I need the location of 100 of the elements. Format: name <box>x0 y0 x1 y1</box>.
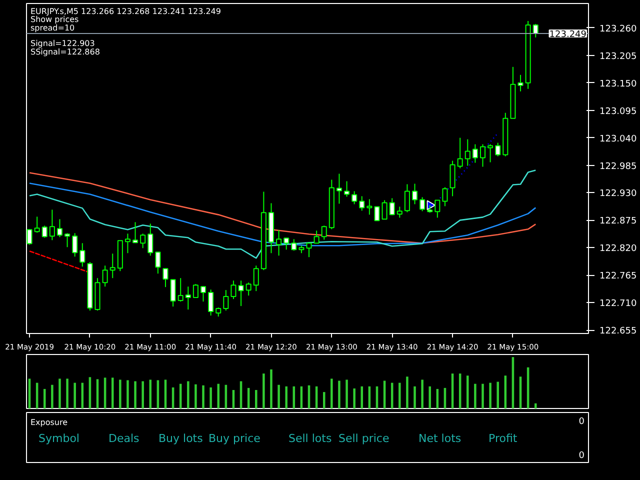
candlestick <box>155 252 161 274</box>
bar <box>330 378 333 408</box>
bar <box>353 388 356 408</box>
candlestick <box>382 200 388 220</box>
bar <box>466 376 469 408</box>
bar <box>210 387 212 408</box>
candlestick <box>223 290 229 312</box>
candlestick <box>488 144 494 163</box>
candlestick <box>314 230 320 244</box>
text: Exposure <box>30 418 68 427</box>
candlestick <box>352 190 358 205</box>
candlestick <box>396 206 402 218</box>
candlestick <box>246 282 252 296</box>
candlestick <box>185 286 191 310</box>
y-tick-label: 122.875 <box>600 216 637 227</box>
bar <box>489 382 492 408</box>
text: Net lots <box>418 432 462 445</box>
candlestick <box>284 238 290 250</box>
candlestick <box>374 206 380 222</box>
y-tick-label: 122.985 <box>600 162 637 172</box>
bar <box>142 381 144 408</box>
annotation: Show prices <box>30 15 79 24</box>
candlestick <box>464 138 470 166</box>
bar <box>262 374 265 408</box>
text: Buy lots <box>158 432 204 445</box>
candlestick <box>162 268 168 288</box>
candlestick <box>472 144 478 164</box>
bar <box>322 392 326 408</box>
candlestick <box>132 222 138 244</box>
bar <box>496 382 499 408</box>
candlestick <box>124 233 130 254</box>
candlestick <box>200 286 206 302</box>
ref-line-label: 123.249 <box>549 30 587 40</box>
bar <box>217 384 220 408</box>
y-tick-label: 123.260 <box>600 24 637 34</box>
candlestick <box>178 278 184 302</box>
bar <box>428 386 432 408</box>
y-tick-label: 123.205 <box>600 52 637 62</box>
text: EURJPY.s,M5 123.266 123.268 123.241 123.249 <box>30 7 221 16</box>
y-tick-label: 123.095 <box>600 106 637 117</box>
bar <box>51 384 54 408</box>
bar <box>126 380 129 408</box>
text: 0 <box>578 417 585 427</box>
candlestick <box>306 242 312 258</box>
text: Sell price <box>338 432 390 445</box>
bar <box>187 381 190 408</box>
candlestick <box>480 144 486 168</box>
bar <box>285 386 288 408</box>
bar <box>134 381 136 408</box>
y-tick-label: 123.040 <box>600 134 637 144</box>
candlestick <box>42 225 48 238</box>
bar <box>346 380 348 408</box>
bar <box>414 386 416 408</box>
candlestick <box>359 196 365 212</box>
bar <box>202 385 204 408</box>
y-tick-label: 122.765 <box>600 272 637 282</box>
bar <box>534 403 537 408</box>
text: Profit <box>488 432 518 445</box>
candlestick <box>140 233 146 249</box>
candlestick <box>148 223 154 256</box>
candlestick <box>518 74 524 92</box>
candlestick <box>34 216 40 234</box>
bar <box>74 382 76 408</box>
candlestick <box>230 280 236 300</box>
text: 0 <box>578 451 585 461</box>
candlestick <box>110 253 116 279</box>
candlestick <box>72 232 78 258</box>
candlestick <box>192 284 198 298</box>
candlestick <box>420 196 426 212</box>
text: Sell lots <box>288 432 332 445</box>
bar <box>255 390 258 408</box>
candlestick <box>532 23 538 38</box>
y-tick-label: 123.150 <box>600 79 637 90</box>
bar <box>421 380 424 408</box>
candlestick <box>49 209 55 241</box>
text: Symbol <box>38 432 80 445</box>
bar <box>338 380 340 408</box>
bar <box>482 384 484 408</box>
line-series <box>28 170 536 259</box>
bar <box>194 384 197 408</box>
candlestick <box>238 280 244 307</box>
candlestick <box>442 186 448 207</box>
candlestick <box>170 279 176 308</box>
text: Buy price <box>208 432 261 445</box>
annotation: SSignal=122.868 <box>30 48 100 56</box>
candlestick <box>434 200 440 218</box>
y-tick-label: 122.930 <box>600 189 637 200</box>
candlestick <box>336 173 342 204</box>
candlestick <box>276 230 282 256</box>
candlestick <box>366 198 372 216</box>
candlestick <box>389 198 395 216</box>
candlestick <box>495 142 501 157</box>
bar <box>149 380 152 408</box>
bar <box>58 378 61 408</box>
candlestick <box>321 225 327 240</box>
candlestick <box>64 232 70 248</box>
y-tick-label: 122.655 <box>600 326 637 337</box>
bar <box>398 382 401 408</box>
candlestick <box>457 137 463 169</box>
candlestick <box>450 160 456 197</box>
